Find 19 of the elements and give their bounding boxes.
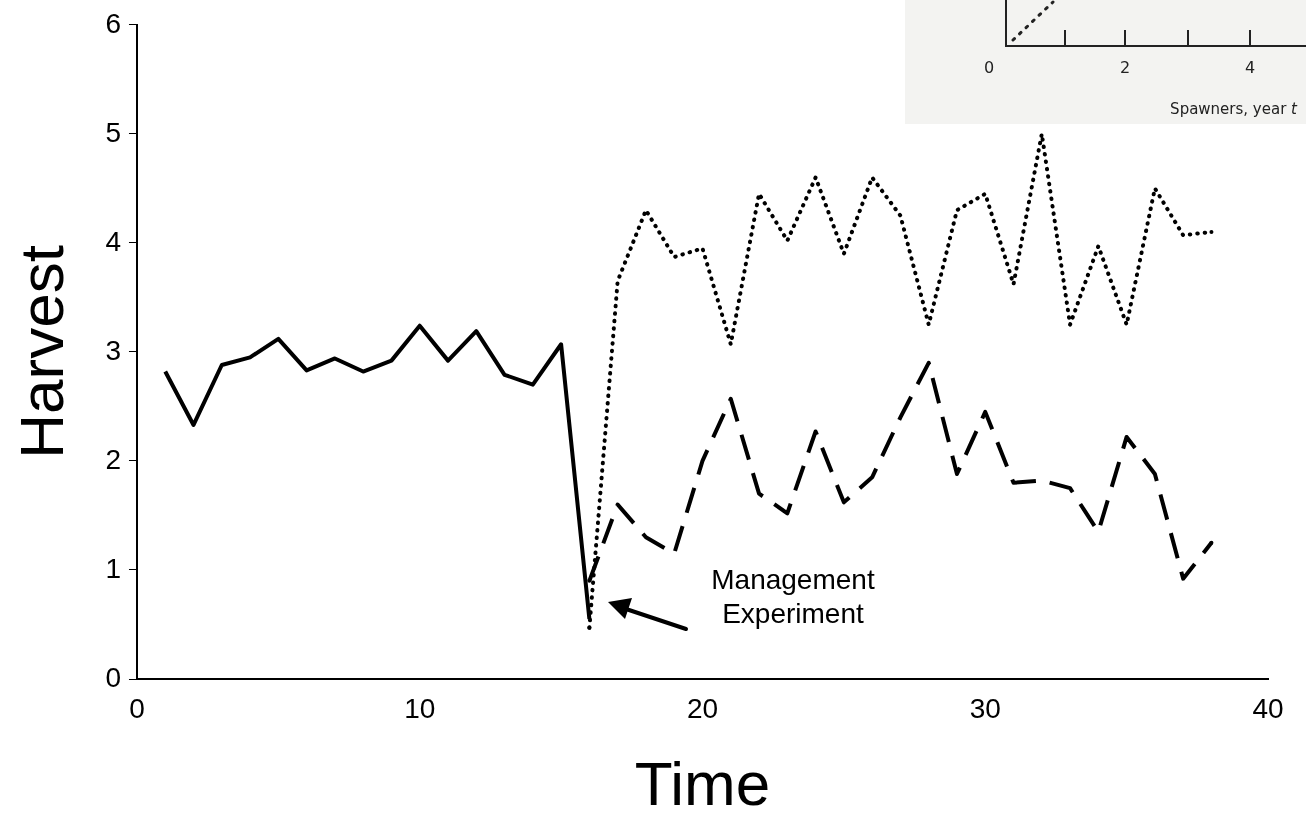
y-tick-label: 1 <box>105 552 121 584</box>
y-axis-title: Harvest <box>7 245 77 459</box>
y-tick-label: 3 <box>105 334 121 366</box>
annotation: Spawners, year t <box>1170 100 1299 118</box>
x-tick-label: 10 <box>404 692 436 724</box>
x-tick-label: 40 <box>1252 692 1284 724</box>
x-tick-label: 30 <box>969 692 1001 724</box>
x-tick-label: 20 <box>686 692 719 724</box>
y-tick-label: 0 <box>105 661 121 693</box>
x-tick-label: 0 <box>129 692 145 724</box>
annotation: Management Experiment <box>711 563 875 629</box>
y-tick-label: 5 <box>105 116 121 148</box>
annotation: 4 <box>1244 58 1256 77</box>
x-axis-title: Time <box>634 748 771 818</box>
y-tick-label: 2 <box>105 443 121 475</box>
y-tick-label: 6 <box>105 7 121 39</box>
annotation: 2 <box>1119 58 1131 77</box>
y-tick-label: 4 <box>105 225 121 257</box>
annotation: 0 <box>983 58 995 77</box>
